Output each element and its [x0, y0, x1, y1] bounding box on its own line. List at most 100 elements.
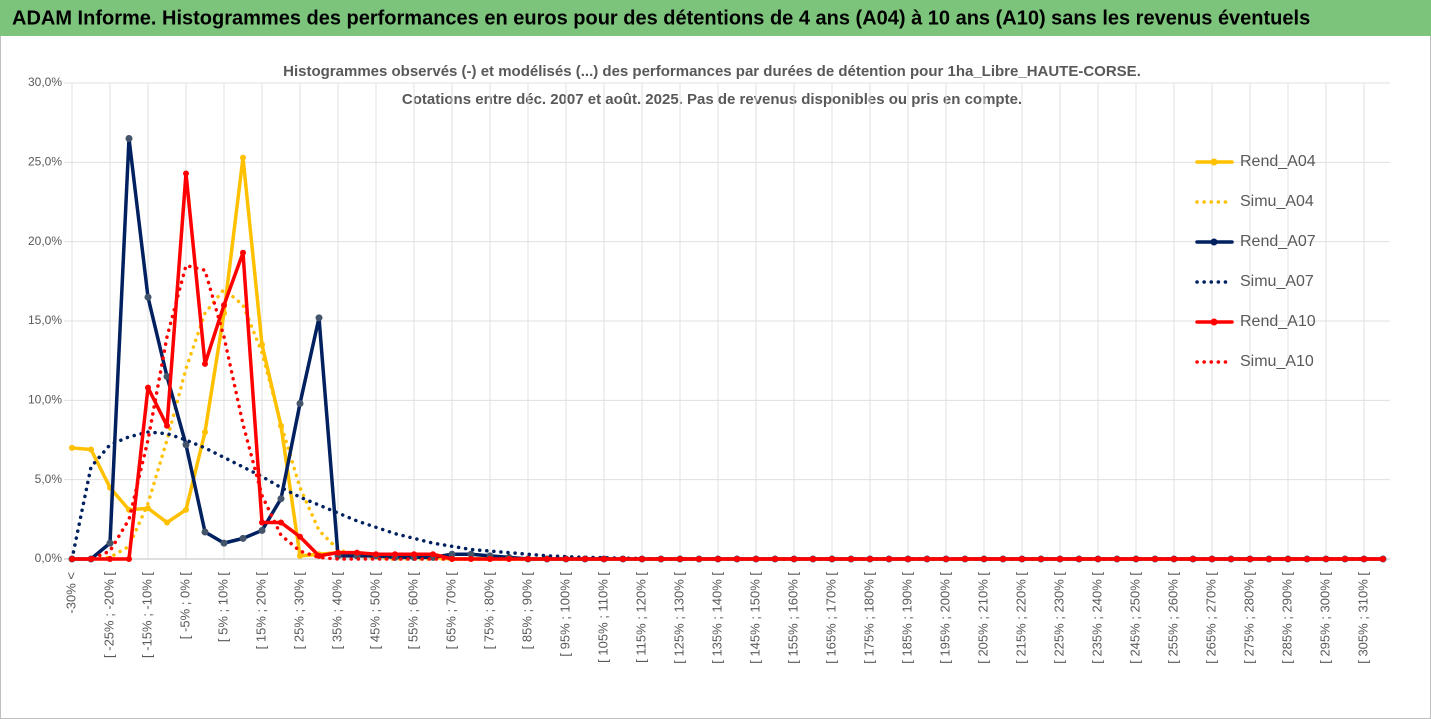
x-tick-label: [ 285% ; 290% [ [1279, 572, 1294, 664]
point [278, 519, 284, 526]
point [183, 506, 189, 513]
x-tick-label: [ 265% ; 270% [ [1203, 572, 1218, 664]
x-tick-label: [ 295% ; 300% [ [1317, 572, 1332, 664]
y-tick-label: 10,0% [28, 393, 62, 407]
legend-label: Rend_A04 [1240, 153, 1316, 170]
point [107, 556, 113, 562]
point [239, 534, 247, 542]
point [1019, 556, 1025, 562]
point [106, 539, 114, 547]
x-tick-label: [ 115% ; 120% [ [633, 572, 648, 663]
point [467, 550, 475, 558]
x-tick-label: [ 55% ; 60% [ [405, 572, 420, 650]
point [164, 422, 170, 429]
point [487, 556, 493, 562]
x-tick-label: [ 225% ; 230% [ [1051, 572, 1066, 664]
point [277, 495, 285, 503]
x-tick-label: [ 45% ; 50% [ [367, 572, 382, 650]
point [69, 444, 75, 451]
point [183, 170, 189, 177]
header: ADAM Informe. Histogrammes des performan… [12, 7, 1310, 29]
point [258, 526, 266, 534]
point [335, 549, 341, 556]
x-tick-label: [ 195% ; 200% [ [937, 572, 952, 664]
x-tick-label: [ 245% ; 250% [ [1127, 572, 1142, 664]
point [182, 441, 190, 449]
y-tick-label: 0,0% [35, 551, 63, 565]
point [296, 400, 304, 408]
point [848, 556, 854, 562]
x-tick-label: [ -25% ; -20% [ [101, 572, 116, 658]
header-bar [0, 0, 1431, 36]
point [240, 249, 246, 256]
y-tick-label: 20,0% [28, 234, 62, 248]
x-tick-label: [ -5% ; 0% [ [177, 572, 192, 640]
legend-marker [1210, 318, 1218, 326]
x-tick-label: [ 185% ; 190% [ [899, 572, 914, 664]
point [125, 135, 133, 143]
x-tick-label: [ 65% ; 70% [ [443, 572, 458, 650]
point [448, 550, 456, 558]
point [297, 533, 303, 540]
y-tick-label: 30,0% [28, 75, 62, 89]
point [221, 302, 227, 309]
legend-label: Simu_A07 [1240, 273, 1314, 290]
x-tick-label: [ 15% ; 20% [ [253, 572, 268, 650]
x-tick-label: [ 125% ; 130% [ [671, 572, 686, 664]
legend-label: Rend_A10 [1240, 313, 1316, 330]
point [297, 552, 303, 559]
point [1133, 556, 1139, 562]
x-tick-label: [ 5% ; 10% [ [215, 572, 230, 642]
point [1304, 556, 1310, 562]
point [163, 373, 171, 381]
point [544, 556, 550, 562]
point [1190, 556, 1196, 562]
x-tick-label: [ 75% ; 80% [ [481, 572, 496, 650]
x-tick-label: [ 145% ; 150% [ [747, 572, 762, 664]
point [962, 556, 968, 562]
y-tick-label: 15,0% [28, 313, 62, 327]
chart-title: Histogrammes observés (-) et modélisés (… [283, 63, 1141, 80]
legend-marker [1210, 238, 1218, 246]
x-tick-label: [ 95% ; 100% [ [557, 572, 572, 657]
point [658, 556, 664, 562]
point [430, 551, 436, 558]
y-tick-label: 5,0% [35, 472, 63, 486]
x-tick-label: [ 165% ; 170% [ [823, 572, 838, 664]
x-tick-label: [ 255% ; 260% [ [1165, 572, 1180, 664]
point [392, 551, 398, 558]
point [259, 519, 265, 526]
point [220, 539, 228, 547]
point [905, 556, 911, 562]
x-tick-label: [ 155% ; 160% [ [785, 572, 800, 664]
point [1247, 556, 1253, 562]
x-tick-label: [ 235% ; 240% [ [1089, 572, 1104, 664]
point [145, 384, 151, 391]
x-tick-label: [ 135% ; 140% [ [709, 572, 724, 664]
series-line [70, 263, 1385, 561]
x-tick-label: [ 175% ; 180% [ [861, 572, 876, 664]
point [411, 551, 417, 558]
point [315, 314, 323, 322]
legend-label: Simu_A04 [1240, 193, 1314, 210]
x-tick-label: [ 25% ; 30% [ [291, 572, 306, 650]
legend-label: Rend_A07 [1240, 233, 1316, 250]
point [1361, 556, 1367, 562]
point [88, 446, 94, 453]
x-tick-label: [ 105% ; 110% [ [595, 572, 610, 663]
point [202, 360, 208, 367]
point [791, 556, 797, 562]
y-tick-label: 25,0% [28, 155, 62, 169]
chart-subtitle: Cotations entre déc. 2007 et août. 2025.… [402, 91, 1022, 108]
point [240, 154, 246, 161]
x-tick-label: [ 275% ; 280% [ [1241, 572, 1256, 664]
legend-marker [1210, 158, 1218, 166]
point [201, 528, 209, 536]
x-tick-label: [ 35% ; 40% [ [329, 572, 344, 650]
x-tick-label: -30% < [63, 572, 78, 614]
x-tick-label: [ 215% ; 220% [ [1013, 572, 1028, 664]
point [202, 429, 208, 436]
point [1076, 556, 1082, 562]
